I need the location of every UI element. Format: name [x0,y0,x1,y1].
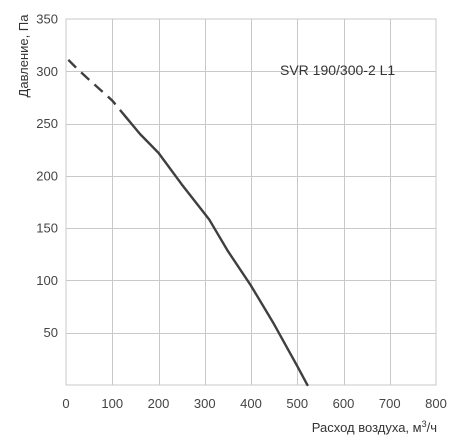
x-tick-label: 800 [425,396,447,411]
grid [65,18,437,386]
x-axis-label: Расход воздуха, м3/ч [312,419,437,435]
x-axis-label-sup: 3 [422,419,427,429]
x-tick-label: 400 [240,396,262,411]
x-tick-label: 200 [148,396,170,411]
y-axis-label: Давление, Па [16,14,31,98]
fan-curve [67,58,309,387]
y-tick-label: 200 [36,168,58,183]
y-tick-label: 50 [44,325,58,340]
y-tick-label: 150 [36,221,58,236]
curve-dashed-segment [67,58,128,119]
y-tick-label: 250 [36,116,58,131]
x-axis-label-unit: /ч [427,420,437,435]
y-tick-label: 300 [36,64,58,79]
curve-solid-segment [124,116,309,387]
tick-labels: 0 100 200 300 400 500 600 700 800 50 100 150 200 250 3… [36,12,447,412]
model-annotation: SVR 190/300-2 L1 [280,62,395,78]
x-tick-label: 700 [379,396,401,411]
y-tick-label: 100 [36,273,58,288]
x-tick-label: 600 [333,396,355,411]
x-tick-label: 100 [101,396,123,411]
y-tick-label: 350 [36,12,58,27]
x-tick-label: 0 [62,396,69,411]
x-tick-label: 300 [194,396,216,411]
x-tick-label: 500 [286,396,308,411]
x-axis-label-main: Расход воздуха, м [312,420,422,435]
